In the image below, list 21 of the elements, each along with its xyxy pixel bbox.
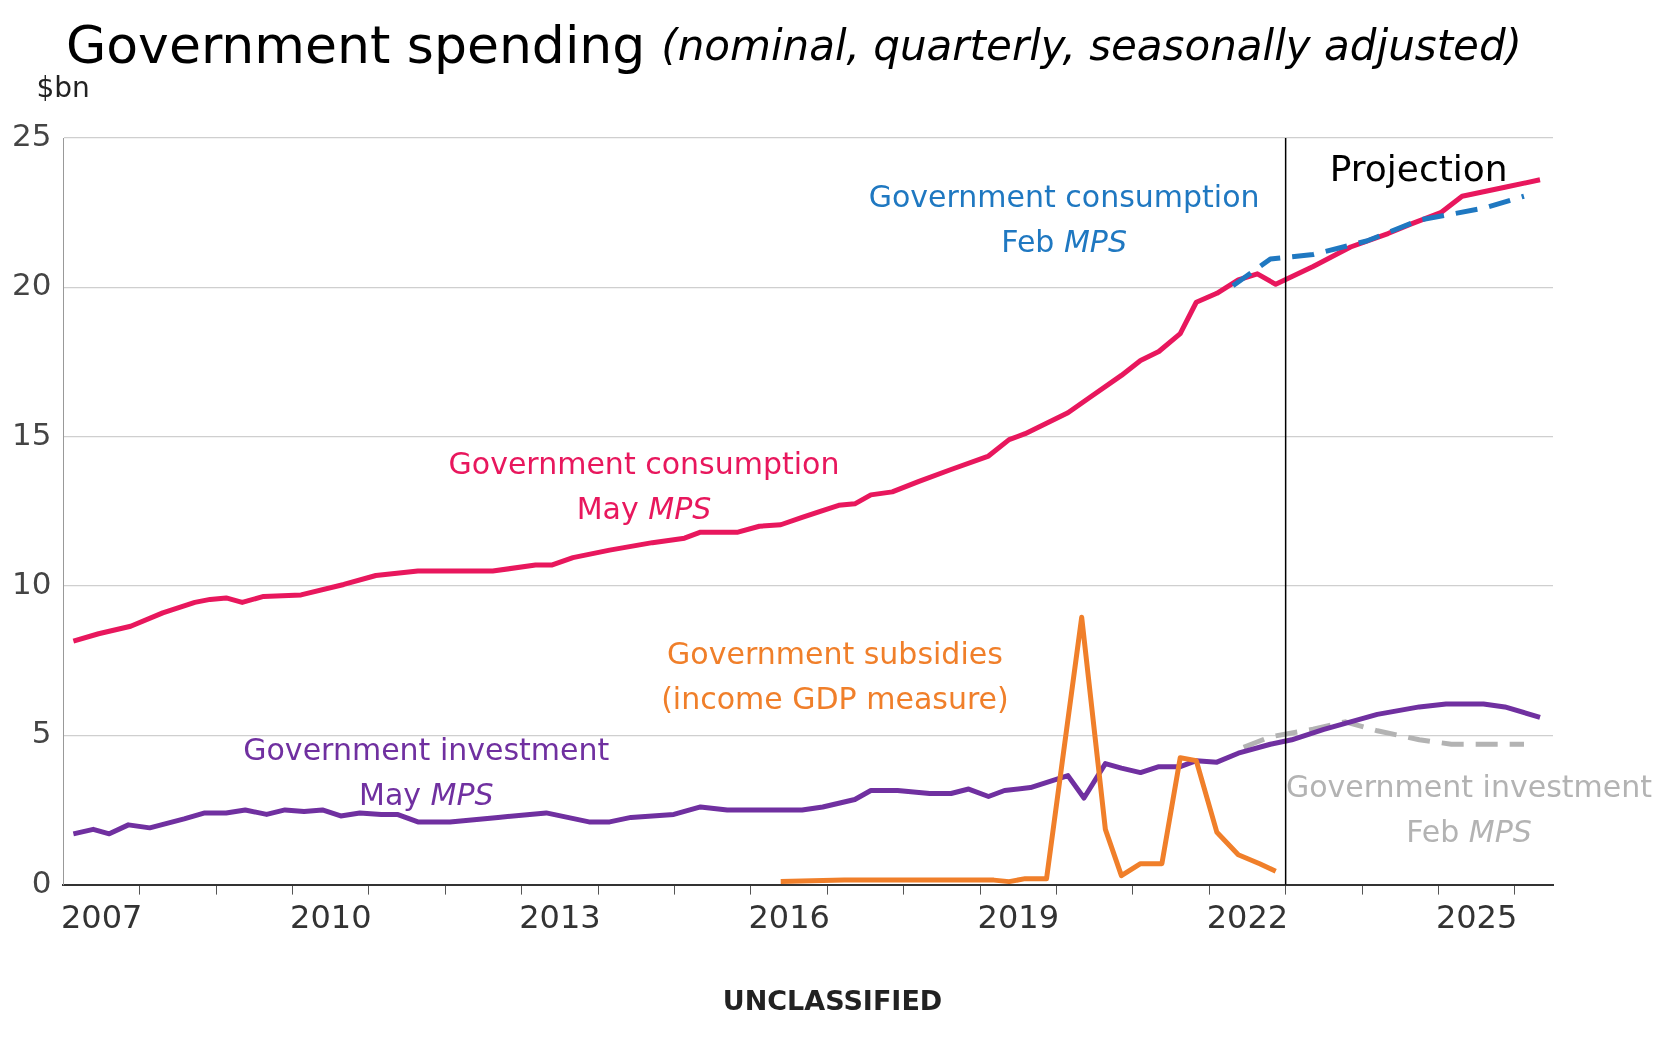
x-tick-label: 2010 [290, 898, 372, 937]
ref-line-label: Projection [1329, 148, 1508, 190]
x-tick-label: 2022 [1206, 898, 1289, 937]
x-tick-label: 2016 [748, 898, 830, 937]
x-tick-label: 2007 [60, 898, 143, 937]
chart-subtitle: (nominal, quarterly, seasonally adjusted) [661, 20, 1522, 72]
series-label: Government investment May MPS [243, 731, 610, 812]
y-tick-label: 5 [31, 714, 52, 751]
series-label: Government consumption Feb MPS [868, 179, 1260, 260]
series-label: Government consumption May MPS [448, 446, 840, 527]
y-tick-label: 0 [31, 863, 52, 900]
y-tick-label: 20 [11, 266, 52, 303]
y-tick-label: 15 [11, 415, 52, 452]
series-label: Government subsidies (income GDP measure) [661, 635, 1009, 716]
series-label: Government investment Feb MPS [1285, 768, 1653, 849]
x-tick-label: 2013 [519, 898, 601, 937]
y-tick-label: 10 [11, 565, 52, 602]
x-tick-label: 2019 [977, 898, 1060, 937]
x-tick-label: 2025 [1435, 898, 1518, 937]
y-tick-label: 25 [11, 117, 52, 154]
text: UNCLASSIFIED [722, 985, 943, 1016]
